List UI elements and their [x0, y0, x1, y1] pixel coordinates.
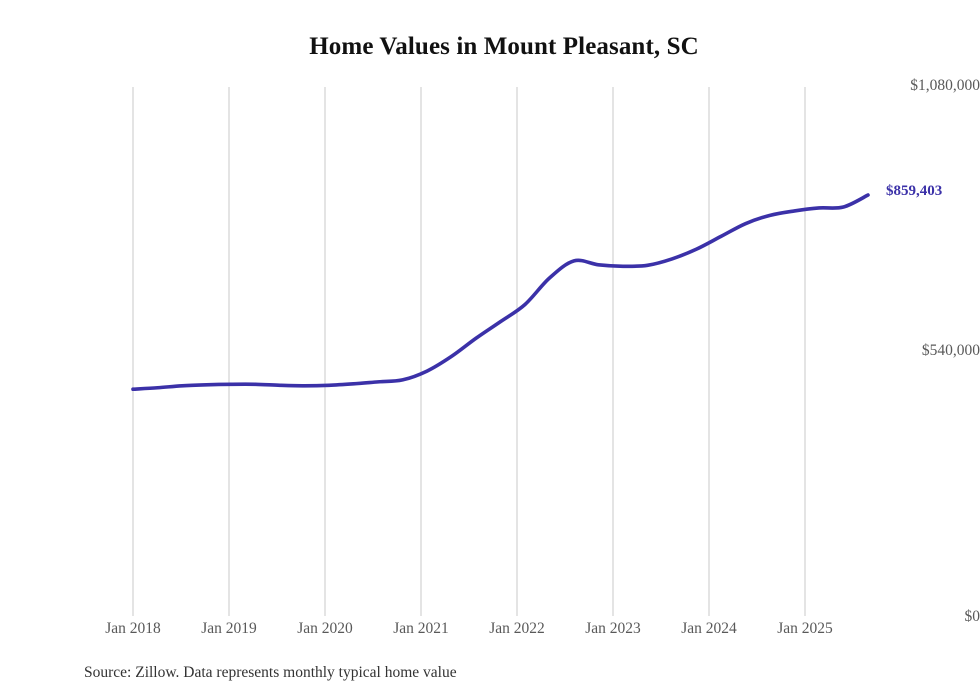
x-axis-tick-label-jan-2020: Jan 2020 [297, 620, 353, 637]
x-axis-tick-label-jan-2023: Jan 2023 [585, 620, 641, 637]
y-axis-tick-label-top: $1,080,000 [910, 77, 980, 94]
x-axis-tick-label-jan-2022: Jan 2022 [489, 620, 545, 637]
y-axis-tick-label-bottom: $0 [964, 608, 980, 625]
chart-title: Home Values in Mount Pleasant, SC [309, 33, 699, 60]
x-axis-tick-label-jan-2024: Jan 2024 [681, 620, 737, 637]
x-axis-tick-label-jan-2025: Jan 2025 [777, 620, 833, 637]
x-axis-tick-label-jan-2021: Jan 2021 [393, 620, 449, 637]
end-value-annotation: $859,403 [886, 183, 943, 199]
x-axis-tick-label-jan-2018: Jan 2018 [105, 620, 161, 637]
source-note: Source: Zillow. Data represents monthly … [84, 664, 457, 681]
y-axis-tick-label-mid: $540,000 [921, 342, 980, 359]
x-axis-tick-label-jan-2019: Jan 2019 [201, 620, 257, 637]
series-line-typical-home-value [131, 193, 870, 392]
gridlines [132, 87, 806, 616]
